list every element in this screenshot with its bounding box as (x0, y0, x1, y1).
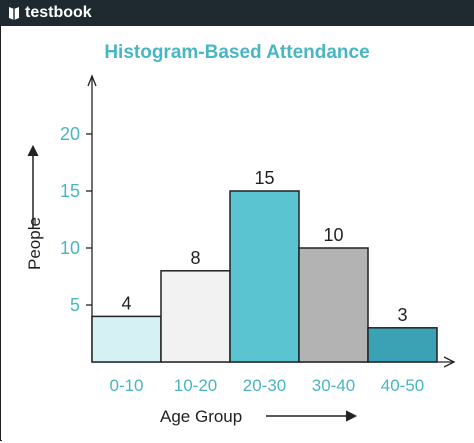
bar-10-20 (160, 270, 231, 363)
bar-value-label: 15 (254, 168, 274, 188)
bar-30-40 (298, 247, 369, 363)
x-axis-arrow (443, 356, 456, 368)
x-axis-label: Age Group (160, 407, 242, 426)
y-axis-label: People (25, 217, 44, 270)
y-axis-arrow (87, 74, 97, 87)
chart-title: Histogram-Based Attendance (104, 42, 370, 63)
brand-name: testbook (25, 4, 92, 21)
y-label-arrow-icon (27, 144, 39, 157)
x-category-label: 40-50 (381, 376, 424, 395)
bar-20-30 (229, 190, 300, 363)
y-tick-label: 20 (60, 124, 80, 144)
y-tick-label: 5 (70, 295, 80, 315)
bar-0-10 (91, 315, 162, 363)
testbook-logo: testbook (8, 4, 92, 22)
x-category-label: 20-30 (243, 376, 286, 395)
y-tick-label: 15 (60, 181, 80, 201)
bar-40-50 (367, 327, 438, 363)
x-label-arrow-icon (345, 410, 358, 422)
bar-value-label: 10 (323, 225, 343, 245)
header-bar: testbook (0, 0, 474, 26)
book-icon (8, 6, 20, 20)
bar-value-label: 3 (397, 305, 407, 325)
bar-value-label: 4 (121, 293, 131, 313)
x-category-label: 30-40 (312, 376, 355, 395)
bar-value-label: 8 (190, 248, 200, 268)
x-category-label: 10-20 (174, 376, 217, 395)
y-tick-label: 10 (60, 238, 80, 258)
x-category-label: 0-10 (109, 376, 143, 395)
